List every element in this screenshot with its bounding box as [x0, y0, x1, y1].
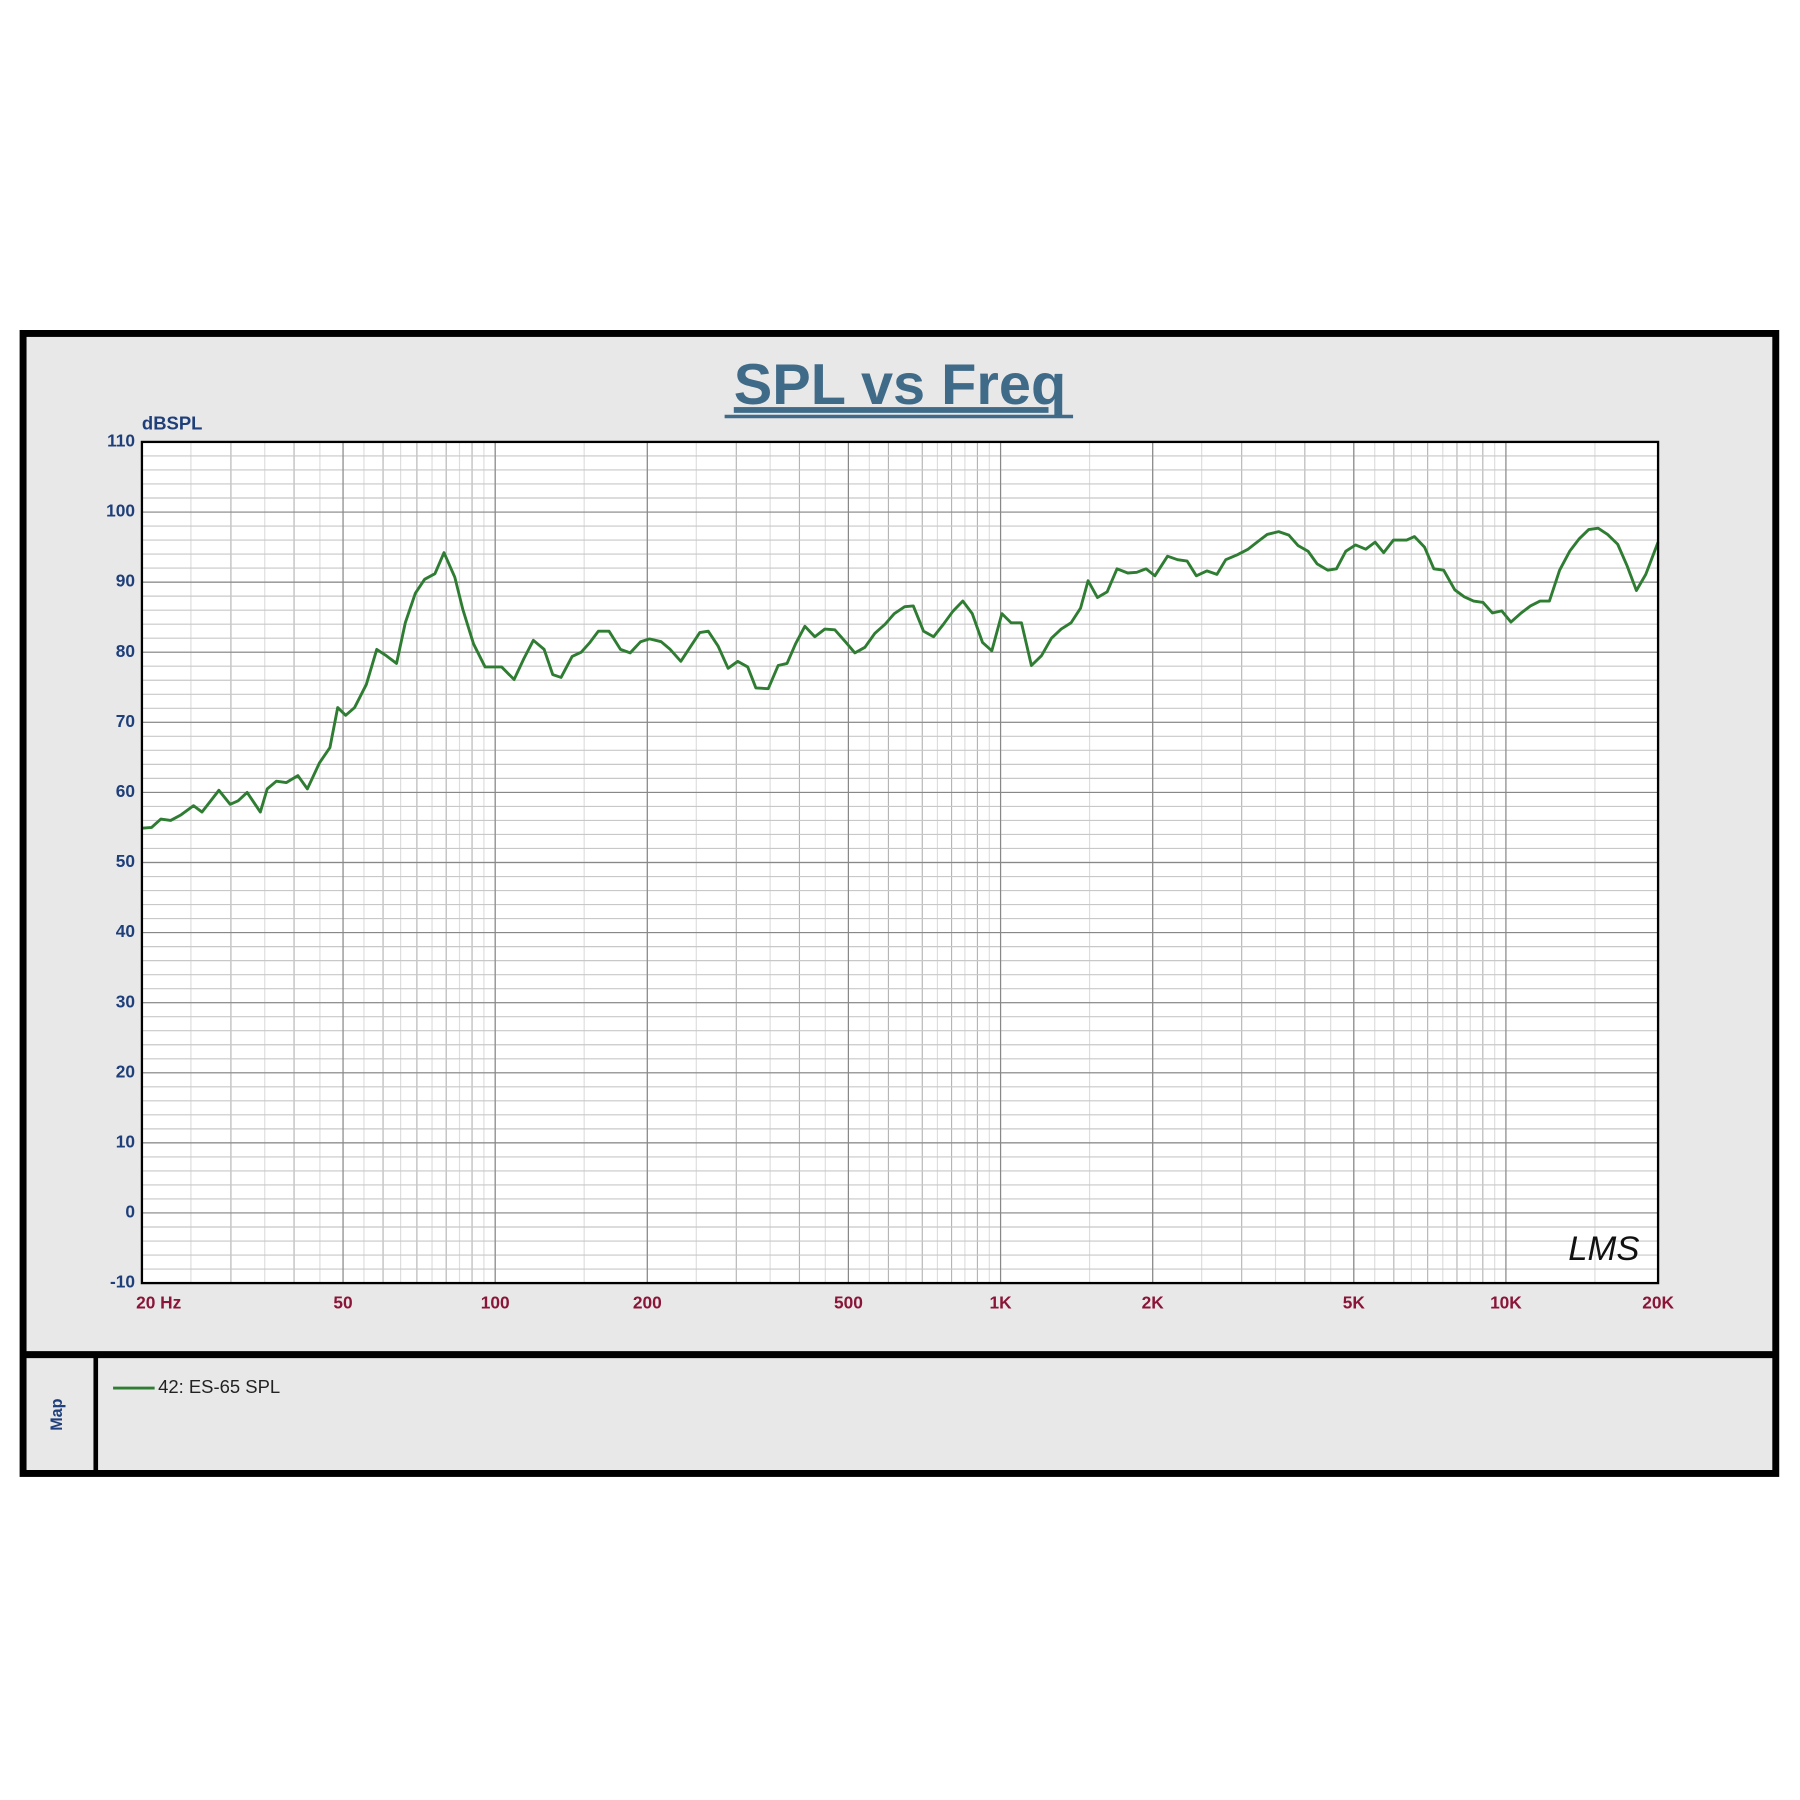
- y-tick-label: 100: [106, 501, 135, 521]
- x-tick-label: 50: [333, 1292, 352, 1312]
- plot-border: [140, 440, 1660, 1285]
- y-tick-label: 110: [107, 430, 135, 450]
- marks: [141, 526, 1660, 830]
- y-tick-label: 40: [116, 921, 135, 941]
- x-tick-label: 500: [834, 1292, 863, 1312]
- series-line: [141, 526, 1660, 830]
- y-tick-label: 50: [116, 851, 135, 871]
- x-tick-label: 5K: [1343, 1292, 1366, 1312]
- x-tick-label: 10K: [1490, 1292, 1522, 1312]
- y-tick-label: 60: [116, 781, 135, 801]
- watermark: LMS: [1568, 1230, 1639, 1268]
- y-tick-label: 30: [116, 991, 135, 1011]
- x-tick-label: 100: [481, 1292, 510, 1312]
- x-tick-label: 20K: [1642, 1292, 1674, 1312]
- x-tick-label: 20 Hz: [136, 1292, 182, 1312]
- y-tick-label: 10: [116, 1131, 135, 1151]
- y-axis-label: dBSPL: [142, 412, 203, 433]
- y-tick-label: -10: [110, 1272, 135, 1292]
- y-tick-label: 70: [116, 711, 135, 731]
- legend-label: 42: ES-65 SPL: [158, 1376, 280, 1397]
- x-tick-label: 200: [633, 1292, 662, 1312]
- y-tick-label: 0: [125, 1202, 135, 1222]
- chart-title: SPL vs Freq: [734, 353, 1066, 417]
- x-tick-label: 1K: [989, 1292, 1012, 1312]
- x-tick-label: 2K: [1142, 1292, 1165, 1312]
- y-tick-label: 80: [116, 641, 135, 661]
- y-tick-label: 20: [116, 1061, 135, 1081]
- grid: [141, 441, 1659, 1284]
- map-label: Map: [48, 1398, 66, 1430]
- y-tick-label: 90: [116, 571, 135, 591]
